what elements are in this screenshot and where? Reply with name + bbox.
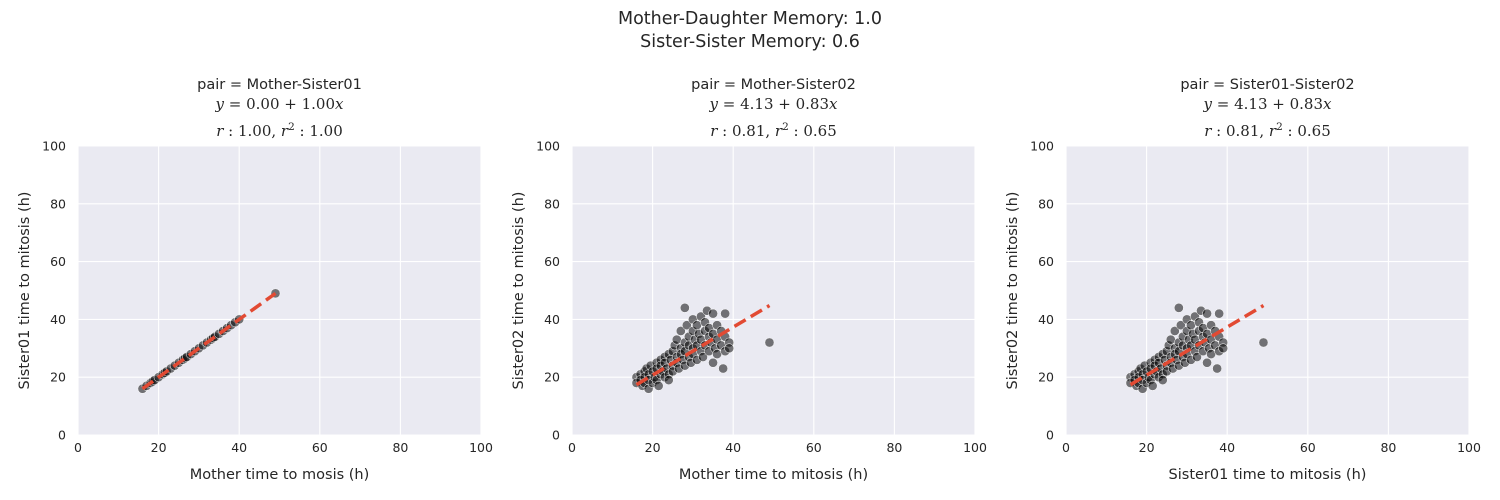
y-tick-label: 0 — [58, 428, 66, 443]
x-tick-label: 60 — [806, 440, 822, 455]
scatter-point — [764, 337, 775, 348]
chart-panel-3: 0 20 40 60 80 100 0 20 40 60 80 100 pair = Sister01-… — [1005, 77, 1481, 483]
x-tick-label: 60 — [1300, 440, 1316, 455]
x-axis-label: Mother time to mosis (h) — [190, 467, 370, 483]
scatter-point — [1214, 308, 1224, 319]
scatter-point — [720, 308, 730, 319]
x-tick-label: 0 — [1062, 440, 1070, 455]
y-axis-label: Sister01 time to mitosis (h) — [17, 192, 33, 390]
y-tick-label: 80 — [544, 196, 560, 211]
plot-marks — [137, 288, 281, 394]
y-tick-label: 80 — [1038, 196, 1054, 211]
y-tick-label: 20 — [544, 370, 560, 385]
y-tick-label: 80 — [50, 196, 66, 211]
scatter-point — [708, 308, 718, 319]
scatter-point — [1169, 326, 1180, 336]
suptitle-line-1: Mother-Daughter Memory: 1.0 — [618, 9, 882, 29]
scatter-point — [679, 302, 690, 313]
x-axis-label: Sister01 time to mitosis (h) — [1169, 467, 1367, 483]
x-tick-label: 20 — [645, 440, 661, 455]
chart-panel-2: 0 20 40 60 80 100 0 20 40 60 80 100 pair = Mother-Si… — [511, 77, 987, 483]
regression-line — [141, 291, 277, 391]
y-tick-label: 40 — [50, 312, 66, 327]
plot-area — [1066, 146, 1469, 435]
x-tick-label: 100 — [1457, 440, 1481, 455]
correlation-stats: r : 1.00, r2 : 1.00 — [216, 121, 343, 140]
scatter-point — [1157, 375, 1168, 385]
panel-title: pair = Mother-Sister01 — [197, 77, 362, 93]
panel-title: pair = Mother-Sister02 — [691, 77, 856, 93]
scatter-point — [1212, 363, 1222, 374]
x-tick-label: 80 — [886, 440, 902, 455]
plot-marks — [631, 302, 775, 394]
suptitle-line-2: Sister-Sister Memory: 0.6 — [640, 32, 860, 52]
y-tick-label: 20 — [1038, 370, 1054, 385]
scatter-point — [1176, 320, 1186, 331]
y-axis-label: Sister02 time to mitosis (h) — [1005, 192, 1021, 390]
scatter-point — [1218, 343, 1229, 354]
scatter-point — [682, 320, 692, 331]
plot-marks — [1125, 302, 1269, 394]
chart-panel-1: 0 20 40 60 80 100 0 20 40 60 80 100 pair = Mother-Si… — [17, 77, 493, 483]
scatter-point — [675, 326, 686, 336]
x-tick-label: 100 — [469, 440, 493, 455]
scatter-point — [698, 352, 708, 362]
scatter-point — [1258, 337, 1269, 348]
x-tick-label: 20 — [151, 440, 167, 455]
scatter-point — [1206, 349, 1216, 359]
x-tick-label: 60 — [312, 440, 328, 455]
correlation-stats: r : 0.81, r2 : 0.65 — [710, 121, 837, 140]
y-tick-label: 20 — [50, 370, 66, 385]
x-tick-label: 40 — [1219, 440, 1235, 455]
x-tick-label: 0 — [568, 440, 576, 455]
y-tick-label: 100 — [42, 139, 66, 154]
correlation-stats: r : 0.81, r2 : 0.65 — [1204, 121, 1331, 140]
scatter-point — [724, 343, 735, 354]
scatter-point — [1202, 308, 1212, 319]
regression-equation: y = 4.13 + 0.83x — [709, 95, 839, 113]
scatter-point — [1186, 320, 1196, 331]
y-tick-label: 100 — [1030, 139, 1054, 154]
y-tick-label: 0 — [1046, 428, 1054, 443]
x-tick-label: 100 — [963, 440, 987, 455]
scatter-point — [712, 349, 722, 359]
x-tick-label: 40 — [231, 440, 247, 455]
scatter-point — [708, 357, 718, 368]
scatter-point — [1165, 334, 1176, 345]
y-axis-label: Sister02 time to mitosis (h) — [511, 192, 527, 390]
scatter-point — [1192, 352, 1202, 362]
y-tick-label: 100 — [536, 139, 560, 154]
y-tick-label: 60 — [1038, 254, 1054, 269]
x-tick-label: 0 — [74, 440, 82, 455]
x-tick-label: 40 — [725, 440, 741, 455]
scatter-point — [663, 375, 674, 385]
y-tick-label: 40 — [1038, 312, 1054, 327]
x-tick-label: 20 — [1139, 440, 1155, 455]
x-axis-label: Mother time to mitosis (h) — [679, 467, 868, 483]
scatter-point — [1202, 357, 1212, 368]
x-tick-label: 80 — [392, 440, 408, 455]
regression-equation: y = 4.13 + 0.83x — [1203, 95, 1333, 113]
plot-area — [78, 146, 481, 435]
scatter-point — [1173, 302, 1184, 313]
scatter-point — [653, 381, 664, 391]
regression-equation: y = 0.00 + 1.00x — [215, 95, 345, 113]
y-tick-label: 60 — [544, 254, 560, 269]
scatter-point — [692, 320, 702, 331]
regression-line — [635, 304, 771, 387]
scatter-point — [1147, 381, 1158, 391]
y-tick-label: 60 — [50, 254, 66, 269]
panel-title: pair = Sister01-Sister02 — [1180, 77, 1354, 93]
x-tick-label: 80 — [1380, 440, 1396, 455]
y-tick-label: 0 — [552, 428, 560, 443]
scatter-point — [671, 334, 682, 345]
regression-line — [1129, 304, 1265, 387]
panels: 0 20 40 60 80 100 0 20 40 60 80 100 pair = Mother-Si… — [17, 77, 1481, 483]
plot-area — [572, 146, 975, 435]
y-tick-label: 40 — [544, 312, 560, 327]
scatter-point — [718, 363, 728, 374]
